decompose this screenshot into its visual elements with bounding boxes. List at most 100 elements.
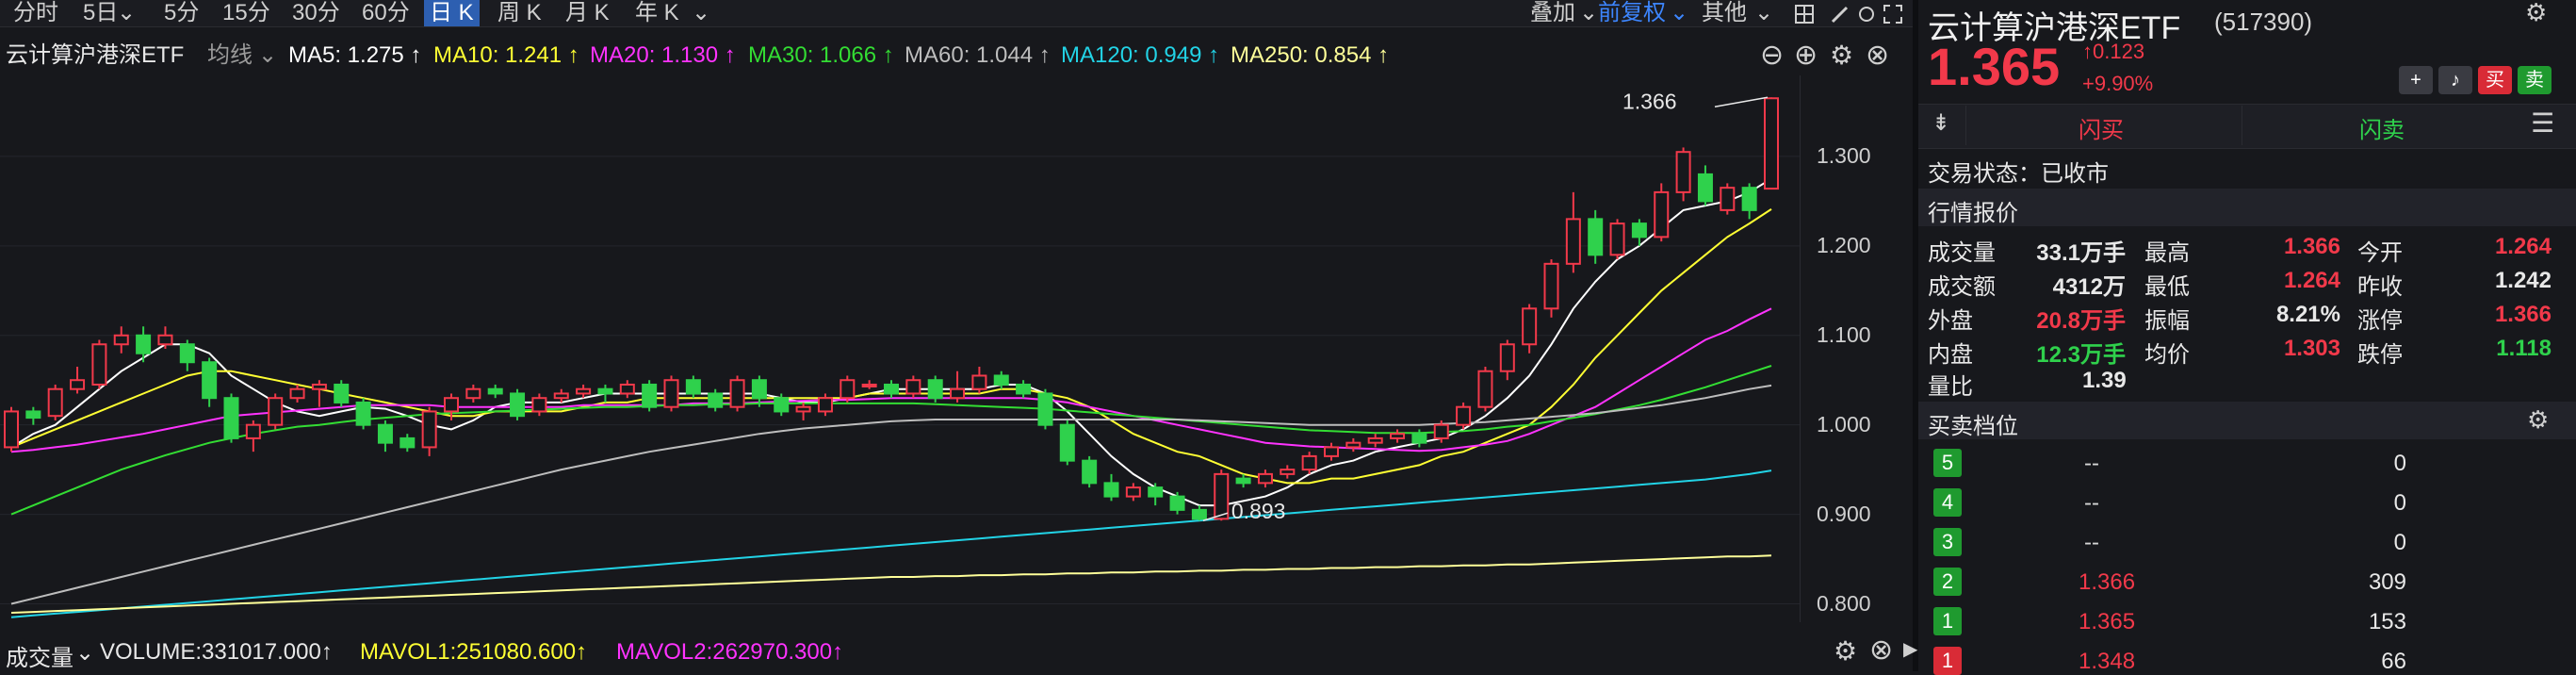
overlay-menu[interactable]: 叠加: [1530, 0, 1575, 25]
ma-type-dropdown[interactable]: 均线: [207, 42, 253, 68]
period-yearly-k[interactable]: 年 K: [635, 0, 679, 25]
draw-pen-icon[interactable]: [1830, 4, 1850, 25]
stat-value: 1.264: [2494, 234, 2552, 259]
quote-code: (517390): [2214, 8, 2313, 36]
level-volume: 309: [2368, 569, 2406, 595]
period-5day-chevron-icon[interactable]: ⌄: [117, 0, 137, 25]
period-intraday[interactable]: 分时: [13, 0, 58, 25]
add-watch-icon[interactable]: +: [2399, 66, 2433, 94]
period-30min[interactable]: 30分: [292, 0, 340, 25]
stat-label: 内盘: [1928, 342, 1973, 368]
level-badge: 3: [1933, 528, 1962, 556]
period-daily-k[interactable]: 日 K: [424, 0, 480, 26]
candle-body: [70, 379, 86, 390]
level-price[interactable]: --: [2084, 530, 2099, 555]
candle-body: [531, 397, 547, 413]
kline-chart[interactable]: 1.366 0.893: [0, 75, 1800, 622]
flash-sell-button[interactable]: 闪卖: [2359, 118, 2405, 143]
candle-body: [1588, 218, 1604, 256]
zoom-in-icon[interactable]: ⊕: [1794, 40, 1818, 71]
buy-button[interactable]: 买: [2478, 66, 2512, 94]
candle-body: [840, 379, 856, 400]
period-weekly-k[interactable]: 周 K: [497, 0, 542, 25]
stat-label: 涨停: [2357, 308, 2403, 334]
candle-body: [642, 383, 658, 408]
ma-type-chevron-icon[interactable]: ⌄: [258, 42, 278, 68]
period-15min[interactable]: 15分: [222, 0, 270, 25]
candle-body: [861, 383, 877, 387]
menu-icon[interactable]: ☰: [2531, 108, 2555, 138]
candle-body: [795, 405, 811, 413]
volume-close-icon[interactable]: ⊗: [1869, 634, 1894, 666]
flash-buy-button[interactable]: 闪买: [2079, 118, 2124, 143]
ma30-label: MA30: 1.066 ↑: [748, 42, 894, 68]
zoom-out-icon[interactable]: ⊖: [1760, 40, 1785, 71]
quote-price: 1.365: [1928, 37, 2061, 96]
alert-bell-icon[interactable]: ♪: [2438, 66, 2472, 94]
level-volume: 0: [2393, 451, 2406, 476]
y-tick-label: 0.800: [1817, 590, 1871, 616]
candle-body: [685, 379, 701, 395]
candle-body: [1543, 262, 1559, 310]
level-price[interactable]: 1.348: [2079, 649, 2136, 674]
stat-label: 外盘: [1928, 308, 1973, 334]
other-chevron-icon[interactable]: ⌄: [1754, 0, 1774, 25]
period-yearly-chevron-icon[interactable]: ⌄: [692, 0, 711, 25]
candle-body: [1235, 477, 1251, 485]
levels-gear-icon[interactable]: ⚙: [2527, 405, 2550, 434]
volume-gear-icon[interactable]: ⚙: [1834, 636, 1858, 666]
candle-body: [751, 379, 767, 400]
candle-body: [1191, 508, 1207, 520]
panel-divider[interactable]: [1913, 0, 1918, 671]
stat-value: 1.366: [2494, 302, 2552, 327]
volume-title[interactable]: 成交量: [6, 646, 73, 671]
fullscreen-icon[interactable]: [1883, 4, 1903, 25]
candle-body: [157, 334, 173, 346]
stat-label: 振幅: [2144, 308, 2190, 334]
volume-chevron-icon[interactable]: ⌄: [75, 640, 95, 666]
candle-body: [268, 397, 284, 426]
collapse-arrow-icon[interactable]: ▶: [1903, 639, 1918, 660]
gear-icon[interactable]: ⚙: [1830, 41, 1854, 70]
level-price[interactable]: --: [2084, 490, 2099, 516]
mavol1-value: MAVOL1:251080.600↑: [360, 639, 588, 665]
other-menu[interactable]: 其他: [1702, 0, 1747, 25]
ma-line-ma60: [10, 384, 1772, 605]
adjust-menu[interactable]: 前复权: [1598, 0, 1666, 25]
candle-body: [663, 379, 679, 408]
period-toolbar: 分时 5日 ⌄ 5分 15分 30分 60分 日 K 周 K 月 K 年 K ⌄…: [0, 0, 1913, 27]
flash-expand-icon[interactable]: ⇟: [1932, 110, 1951, 136]
stat-label: 跌停: [2357, 342, 2403, 368]
grid-icon[interactable]: [1794, 4, 1815, 25]
stat-label: 昨收: [2357, 274, 2403, 300]
y-tick-label: 1.000: [1817, 411, 1871, 436]
y-tick-label: 1.300: [1817, 142, 1871, 168]
high-arrow: [1714, 96, 1769, 108]
candle-body: [1148, 486, 1164, 498]
panel-gear-icon[interactable]: ⚙: [2525, 0, 2548, 26]
candle-body: [113, 334, 129, 346]
quote-change: ↑0.123: [2082, 40, 2145, 63]
level-price[interactable]: --: [2084, 451, 2099, 476]
y-axis: [1800, 75, 1914, 622]
level-badge: 5: [1933, 449, 1962, 477]
candle-body: [1411, 433, 1427, 444]
period-5day[interactable]: 5日: [83, 0, 119, 25]
candle-body: [289, 387, 305, 400]
candle-body: [774, 397, 790, 413]
period-60min[interactable]: 60分: [362, 0, 410, 25]
level-price[interactable]: 1.366: [2079, 569, 2136, 595]
adjust-chevron-icon[interactable]: ⌄: [1670, 0, 1689, 25]
sell-button[interactable]: 卖: [2518, 66, 2552, 94]
period-monthly-k[interactable]: 月 K: [565, 0, 610, 25]
level-price[interactable]: 1.365: [2079, 609, 2136, 634]
period-5min[interactable]: 5分: [164, 0, 200, 25]
candle-body: [1477, 370, 1493, 408]
stat-label: 均价: [2144, 342, 2190, 368]
ma5-label: MA5: 1.275 ↑: [288, 42, 422, 68]
overlay-chevron-icon[interactable]: ⌄: [1579, 0, 1599, 25]
candle-body: [1609, 222, 1625, 256]
close-icon[interactable]: ⊗: [1866, 40, 1890, 71]
settings-wrench-icon[interactable]: [1856, 4, 1877, 25]
section-levels-title: 买卖档位: [1928, 414, 2018, 439]
